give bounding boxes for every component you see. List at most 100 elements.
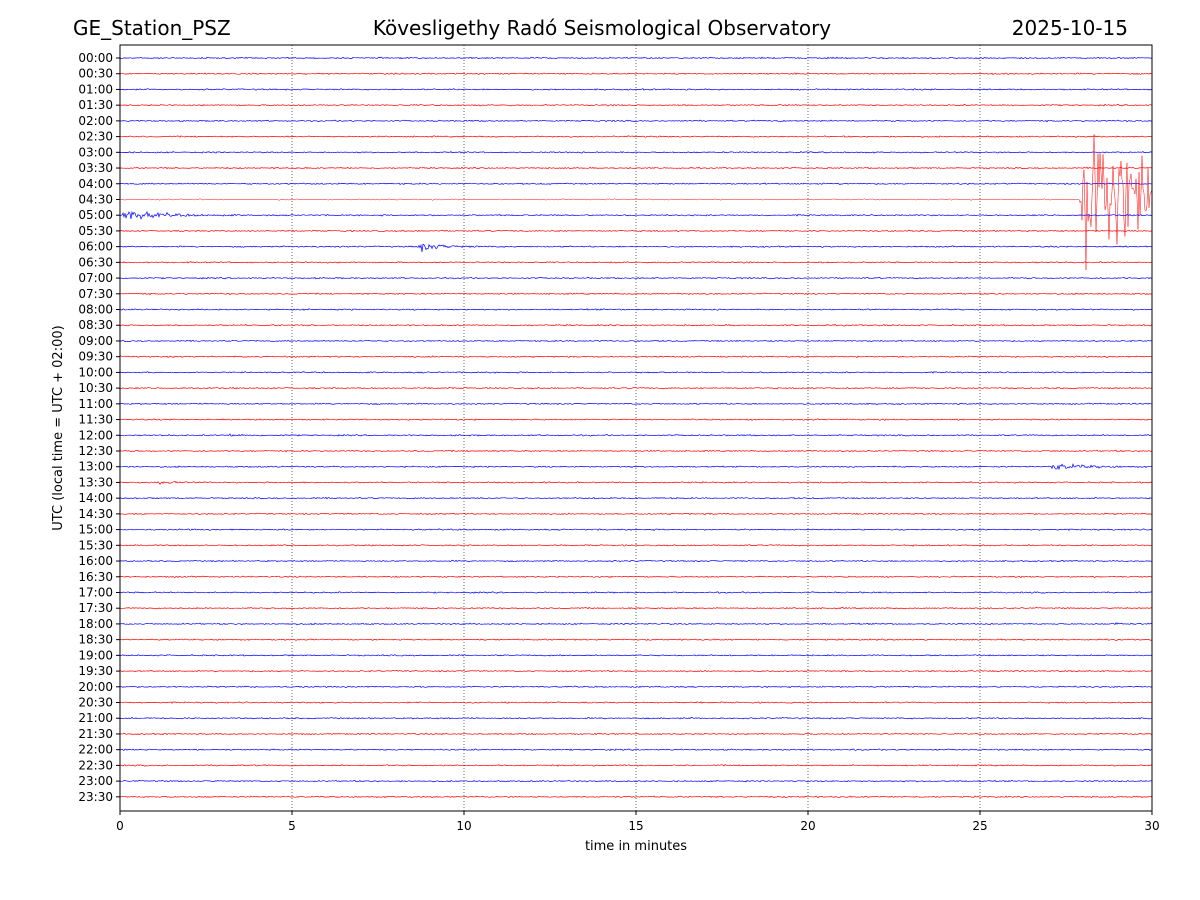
trace-21:00 (120, 716, 1152, 720)
trace-13:00 (120, 463, 1152, 471)
y-tick-label-04:00: 04:00 (78, 177, 113, 191)
x-axis-label: time in minutes (585, 839, 687, 854)
trace-06:30 (120, 261, 1152, 264)
y-tick-label-09:30: 09:30 (78, 350, 113, 364)
trace-02:30 (120, 135, 1152, 138)
y-tick-label-15:00: 15:00 (78, 523, 113, 537)
trace-11:00 (120, 402, 1152, 406)
y-tick-label-05:00: 05:00 (78, 208, 113, 222)
trace-20:00 (120, 685, 1152, 689)
trace-07:00 (120, 276, 1152, 280)
trace-08:00 (120, 308, 1152, 311)
y-tick-label-11:30: 11:30 (78, 413, 113, 427)
y-tick-label-01:30: 01:30 (78, 98, 113, 112)
y-tick-label-12:30: 12:30 (78, 444, 113, 458)
x-tick-label-25: 25 (972, 819, 987, 833)
trace-08:30 (120, 323, 1152, 327)
y-tick-label-10:30: 10:30 (78, 381, 113, 395)
x-tick-label-5: 5 (288, 819, 296, 833)
trace-03:30 (120, 166, 1152, 170)
y-tick-label-07:30: 07:30 (78, 287, 113, 301)
trace-04:00 (120, 182, 1152, 186)
trace-19:30 (120, 669, 1152, 673)
y-tick-label-00:00: 00:00 (78, 51, 113, 65)
y-tick-label-11:00: 11:00 (78, 397, 113, 411)
y-tick-label-23:30: 23:30 (78, 790, 113, 804)
x-tick-label-30: 30 (1144, 819, 1159, 833)
y-tick-label-01:00: 01:00 (78, 82, 113, 96)
trace-06:00 (120, 243, 1152, 252)
trace-21:30 (120, 732, 1152, 736)
y-tick-label-06:30: 06:30 (78, 255, 113, 269)
y-tick-label-10:00: 10:00 (78, 365, 113, 379)
trace-23:30 (120, 795, 1152, 799)
y-tick-label-09:00: 09:00 (78, 334, 113, 348)
y-tick-label-17:30: 17:30 (78, 601, 113, 615)
y-tick-label-08:30: 08:30 (78, 318, 113, 332)
trace-05:00 (120, 210, 1152, 220)
y-tick-label-20:30: 20:30 (78, 696, 113, 710)
station-title: GE_Station_PSZ (73, 16, 231, 40)
y-tick-label-20:00: 20:00 (78, 680, 113, 694)
y-tick-label-02:30: 02:30 (78, 130, 113, 144)
x-tick-label-15: 15 (628, 819, 643, 833)
date-title: 2025-10-15 (1012, 16, 1128, 40)
y-tick-label-21:00: 21:00 (78, 711, 113, 725)
y-tick-label-16:30: 16:30 (78, 570, 113, 584)
y-tick-label-18:00: 18:00 (78, 617, 113, 631)
y-tick-label-15:30: 15:30 (78, 538, 113, 552)
trace-09:30 (120, 355, 1152, 359)
trace-20:30 (120, 701, 1152, 704)
y-tick-label-23:00: 23:00 (78, 774, 113, 788)
trace-15:30 (120, 544, 1152, 547)
trace-14:00 (120, 496, 1152, 500)
trace-09:00 (120, 339, 1152, 343)
trace-07:30 (120, 292, 1152, 296)
trace-05:30 (120, 229, 1152, 233)
y-tick-label-18:30: 18:30 (78, 633, 113, 647)
y-tick-label-19:00: 19:00 (78, 648, 113, 662)
y-tick-label-03:30: 03:30 (78, 161, 113, 175)
y-tick-label-22:30: 22:30 (78, 758, 113, 772)
y-tick-label-12:00: 12:00 (78, 428, 113, 442)
x-tick-label-0: 0 (116, 819, 124, 833)
y-tick-label-05:30: 05:30 (78, 224, 113, 238)
y-tick-label-13:00: 13:00 (78, 460, 113, 474)
y-tick-label-14:00: 14:00 (78, 491, 113, 505)
y-tick-label-19:30: 19:30 (78, 664, 113, 678)
trace-11:30 (120, 418, 1152, 421)
y-tick-label-22:00: 22:00 (78, 743, 113, 757)
y-tick-label-08:00: 08:00 (78, 303, 113, 317)
trace-12:30 (120, 449, 1152, 453)
trace-04:30 (120, 134, 1152, 271)
y-tick-label-00:30: 00:30 (78, 67, 113, 81)
trace-19:00 (120, 654, 1152, 657)
trace-01:00 (120, 88, 1152, 91)
y-tick-label-06:00: 06:00 (78, 240, 113, 254)
y-tick-label-02:00: 02:00 (78, 114, 113, 128)
trace-lines (120, 56, 1152, 799)
y-axis-label: UTC (local time = UTC + 02:00) (51, 325, 66, 530)
observatory-title: Kövesligethy Radó Seismological Observat… (373, 16, 831, 40)
y-tick-label-16:00: 16:00 (78, 554, 113, 568)
trace-16:00 (120, 559, 1152, 563)
trace-03:00 (120, 150, 1152, 154)
trace-13:30 (120, 480, 1152, 485)
y-tick-label-04:30: 04:30 (78, 192, 113, 206)
x-tick-label-20: 20 (800, 819, 815, 833)
trace-12:00 (120, 433, 1152, 437)
trace-16:30 (120, 575, 1152, 579)
x-tick-label-10: 10 (456, 819, 471, 833)
trace-02:00 (120, 119, 1152, 123)
y-tick-label-13:30: 13:30 (78, 475, 113, 489)
trace-01:30 (120, 103, 1152, 107)
trace-10:30 (120, 386, 1152, 390)
trace-10:00 (120, 371, 1152, 374)
trace-15:00 (120, 528, 1152, 532)
y-tick-label-03:00: 03:00 (78, 145, 113, 159)
trace-00:00 (120, 56, 1152, 60)
y-tick-label-14:30: 14:30 (78, 507, 113, 521)
y-tick-label-21:30: 21:30 (78, 727, 113, 741)
